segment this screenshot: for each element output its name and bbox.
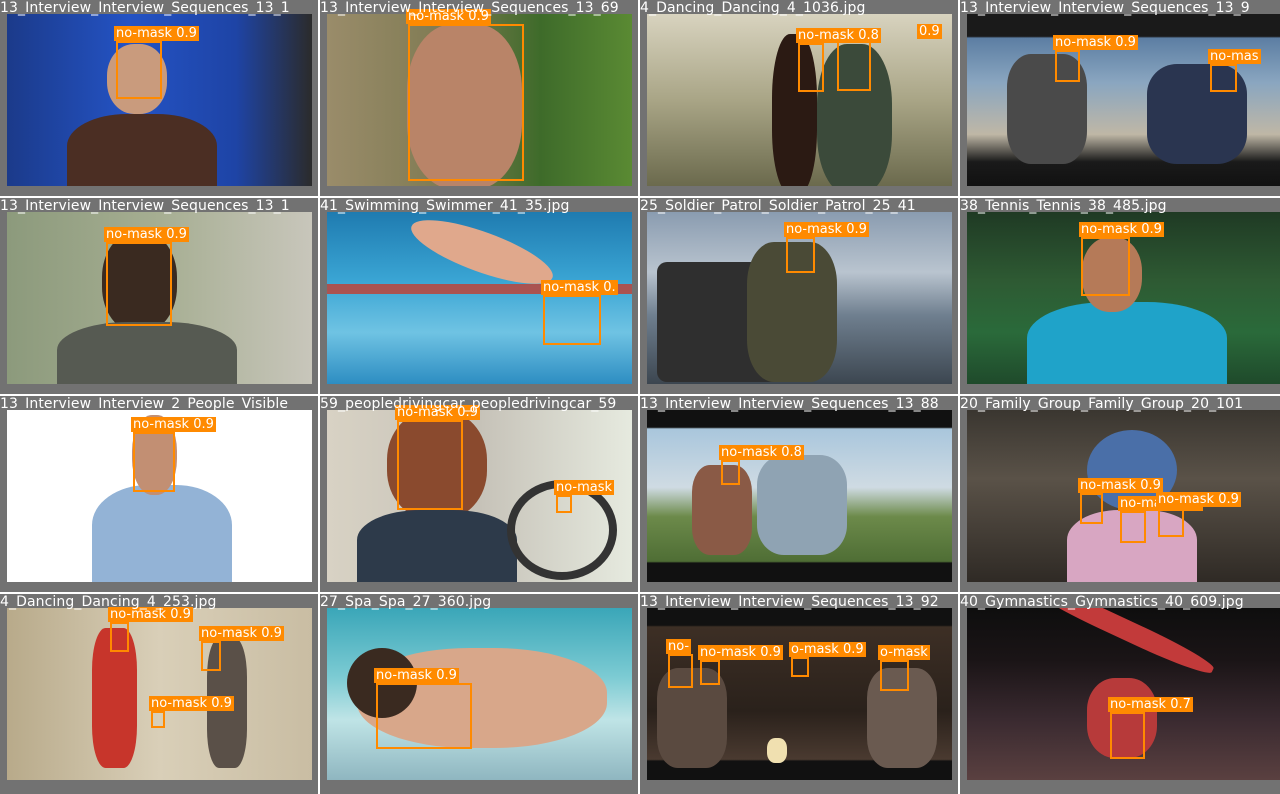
detection-box: no-mask 0.9 [698,645,783,685]
detection-label: no-mask 0. [541,280,618,295]
image-filename: 13_Interview_Interview_Sequences_13_69 [320,0,619,16]
image-filename: 13_Interview_Interview_2_People_Visible [0,396,289,412]
detection-label: no-mask 0.9 [1156,492,1241,507]
detection-box: o-mask 0.9 [789,642,866,677]
image-filename: 13_Interview_Interview_Sequences_13_9 [960,0,1250,16]
detection-label: no-mas [1208,49,1261,64]
detection-label: no-mask 0.9 [131,417,216,432]
detection-label: no-mask 0.9 [114,26,199,41]
photo [967,212,1280,384]
detection-label: o-mask 0.9 [789,642,866,657]
detection-label: 0.9 [917,24,942,39]
image-filename: 4_Dancing_Dancing_4_253.jpg [0,594,217,610]
image-filename: 13_Interview_Interview_Sequences_13_1 [0,198,290,214]
detection-box: no-mask 0.8 [719,445,804,485]
detection-box: no-mask 0.9 [1118,496,1203,543]
detection-box: no-mask [554,480,615,513]
image-filename: 25_Soldier_Patrol_Soldier_Patrol_25_41 [640,198,916,214]
detection-label: no-mask 0.9 [108,607,193,622]
image-filename: 27_Spa_Spa_27_360.jpg [320,594,492,610]
detection-box: no-mask 0.9 [114,26,199,99]
detection-box: no-mask 0.9 [374,668,472,749]
detection-box: no-mas [1208,49,1261,92]
detection-box: no-mask 0.9 [1156,492,1241,537]
photo [327,410,632,582]
detection-label: no-mask 0.7 [1108,697,1193,712]
image-filename: 41_Swimming_Swimmer_41_35.jpg [320,198,570,214]
detection-box: no-mask 0.9 [149,696,234,728]
tile-3: no-mask 0.8 0.9 4_Dancing_Dancing_4_1036… [640,0,958,196]
detection-label: no-mask 0.9 [149,696,234,711]
photo [967,608,1280,780]
image-filename: 40_Gymnastics_Gymnastics_40_609.jpg [960,594,1244,610]
detection-label: no-mask 0.9 [698,645,783,660]
detection-label: no-mask 0.9 [199,626,284,641]
detection-box: no-mask 0.9 [395,405,480,510]
detection-label: no-mask 0.9 [1079,222,1164,237]
detection-box: no-mask 0.9 [131,417,216,492]
detection-label: no-mask 0.8 [719,445,804,460]
detection-box: no-mask 0.8 [796,28,881,92]
detection-box: no-mask 0.9 [108,607,193,652]
detection-label: no-mask [554,480,615,495]
detection-box: no-mask 0.9 [199,626,284,671]
detection-box: no-mask 0. [541,280,618,345]
detection-box: no-mask 0.9 [406,9,524,181]
tile-4: no-mask 0.9 no-mas 13_Interview_Intervie… [960,0,1280,196]
image-filename: 59_peopledrivingcar_peopledrivingcar_59 [320,396,617,412]
photo [647,212,952,384]
tile-5: no-mask 0.9 13_Interview_Interview_Seque… [0,198,318,394]
photo [327,608,632,780]
detection-label: o-mask [878,645,930,660]
detection-label: no-mask 0.9 [395,405,480,420]
detection-label: no-mask 0.9 [104,227,189,242]
tile-2: no-mask 0.9 13_Interview_Interview_Seque… [320,0,638,196]
detection-box: no-mask 0.9 [1078,478,1163,524]
tile-8: no-mask 0.9 38_Tennis_Tennis_38_485.jpg [960,198,1280,394]
image-filename: 13_Interview_Interview_Sequences_13_1 [0,0,290,16]
photo [7,410,312,582]
detection-box: no-mask 0.9 [104,227,189,326]
tile-11: no-mask 0.8 13_Interview_Interview_Seque… [640,396,958,592]
tile-15: no- no-mask 0.9 o-mask 0.9 o-mask 13_Int… [640,594,958,794]
image-filename: 13_Interview_Interview_Sequences_13_88 [640,396,939,412]
detection-label: no-mask 0.9 [1078,478,1163,493]
tile-10: no-mask 0.9 no-mask 59_peopledrivingcar_… [320,396,638,592]
photo [967,14,1280,186]
photo [327,14,632,186]
tile-16: no-mask 0.7 40_Gymnastics_Gymnastics_40_… [960,594,1280,794]
detection-label: no-mask 0.9 [374,668,459,683]
tile-12: no-mask 0.9 no-mask 0.9 no-mask 0.9 20_F… [960,396,1280,592]
detection-box: no-mask 0.7 [1108,697,1193,759]
detection-label: no-mask 0.9 [784,222,869,237]
detection-box: no-mask 0.9 [784,222,869,273]
photo [647,410,952,582]
tile-1: no-mask 0.9 13_Interview_Interview_Seque… [0,0,318,196]
photo [647,608,952,780]
image-filename: 20_Family_Group_Family_Group_20_101 [960,396,1244,412]
detection-label: no-mask 0.9 [1053,35,1138,50]
image-filename: 4_Dancing_Dancing_4_1036.jpg [640,0,866,16]
image-filename: 38_Tennis_Tennis_38_485.jpg [960,198,1167,214]
tile-7: no-mask 0.9 25_Soldier_Patrol_Soldier_Pa… [640,198,958,394]
detection-label: no- [666,639,692,654]
detection-box: 0.9 [837,24,942,91]
tile-6: no-mask 0. 41_Swimming_Swimmer_41_35.jpg [320,198,638,394]
tile-14: no-mask 0.9 27_Spa_Spa_27_360.jpg [320,594,638,794]
detection-box: no- [666,639,693,688]
detection-box: no-mask 0.9 [1079,222,1164,296]
detection-box: o-mask [878,645,930,691]
photo [327,212,632,384]
tile-9: no-mask 0.9 13_Interview_Interview_2_Peo… [0,396,318,592]
detection-box: no-mask 0.9 [1053,35,1138,82]
detection-label: no-mask 0.9 [406,9,491,24]
tile-13: no-mask 0.9 no-mask 0.9 no-mask 0.9 4_Da… [0,594,318,794]
image-filename: 13_Interview_Interview_Sequences_13_92 [640,594,939,610]
